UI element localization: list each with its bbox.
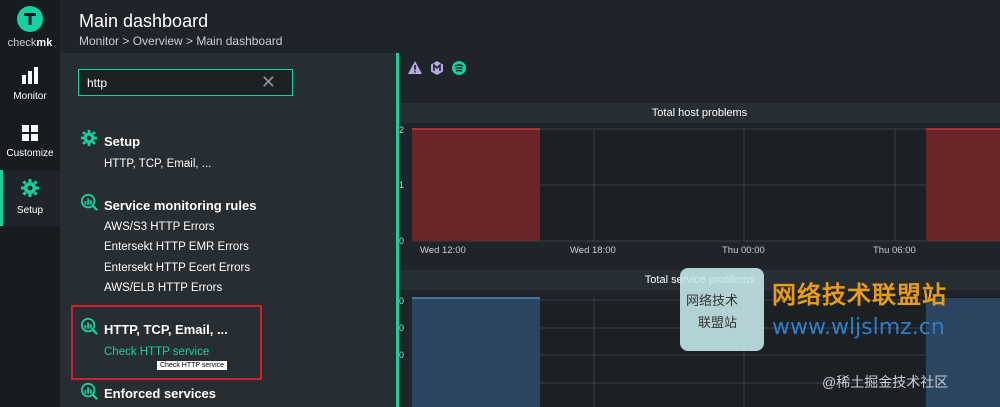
search-box: ✕ — [78, 69, 293, 96]
page-title: Main dashboard — [79, 11, 209, 31]
watermark-text: 联盟站 — [698, 315, 738, 330]
check-http-service-link[interactable]: Check HTTP service — [104, 346, 210, 358]
watermark-text: 网络技术 — [686, 293, 739, 308]
y-tick-label: 0 — [399, 296, 405, 306]
checkmk-logo[interactable]: checkmk — [0, 0, 60, 56]
watermark-credit: @稀土掘金技术社区 — [822, 374, 949, 390]
service-problem-area — [926, 298, 1000, 407]
grid-icon — [22, 125, 38, 141]
host-chart-svg — [412, 128, 1000, 242]
logo-icon — [17, 6, 43, 32]
y-tick-label: 0 — [399, 236, 405, 246]
nav-item-monitor[interactable]: Monitor — [0, 58, 60, 114]
tooltip: Check HTTP service — [157, 361, 228, 370]
x-tick-label: Thu 06:00 — [873, 245, 916, 256]
dashlet-header: Total host problems — [399, 103, 1000, 123]
result-item[interactable]: AWS/ELB HTTP Errors — [104, 282, 223, 294]
monitoring-rules-icon — [80, 382, 98, 400]
nav-label-customize: Customize — [6, 148, 54, 159]
result-item[interactable]: Entersekt HTTP Ecert Errors — [104, 262, 251, 274]
monitoring-rules-icon — [80, 317, 98, 335]
y-tick-label: 1 — [399, 180, 405, 190]
result-item[interactable]: HTTP, TCP, Email, ... — [104, 158, 212, 170]
x-tick-label: Wed 18:00 — [570, 245, 616, 256]
x-tick-label: Wed 12:00 — [420, 245, 466, 256]
result-item[interactable]: AWS/S3 HTTP Errors — [104, 221, 215, 233]
page-header: Main dashboard Monitor > Overview > Main… — [60, 0, 1000, 53]
breadcrumb[interactable]: Monitor > Overview > Main dashboard — [79, 34, 283, 48]
logo-text-bold: mk — [36, 37, 53, 49]
logo-text: check — [7, 37, 37, 49]
close-icon[interactable]: ✕ — [260, 72, 276, 92]
nav-item-customize[interactable]: Customize — [0, 115, 60, 171]
watermark-title: 网络技术联盟站 — [772, 282, 947, 309]
section-title-enforced: Enforced services — [104, 386, 217, 401]
y-tick-label: 2 — [399, 125, 405, 135]
problem-area-series — [926, 129, 1000, 241]
watermark-url: www.wljslmz.cn — [772, 315, 945, 340]
gear-icon — [80, 129, 98, 147]
panel-divider — [396, 53, 399, 407]
dashlet-title: Total host problems — [651, 107, 748, 119]
monitoring-rules-icon — [80, 193, 98, 211]
dashboard-toolbar — [399, 53, 1000, 83]
warning-icon[interactable] — [407, 60, 423, 76]
nav-item-setup[interactable]: Setup — [0, 170, 60, 226]
highlight-box — [71, 305, 262, 380]
y-tick-label: 0 — [399, 350, 405, 360]
dashboard: Total host problems 2 1 0 Wed 12:00 Wed … — [399, 53, 1000, 407]
gear-icon — [21, 179, 39, 197]
signal-icon[interactable] — [451, 60, 467, 76]
host-problems-chart: 2 1 0 Wed 12:00 Wed 18:00 Thu 00:00 Thu … — [399, 123, 1000, 263]
result-item[interactable]: Entersekt HTTP EMR Errors — [104, 241, 249, 253]
nav-label-setup: Setup — [16, 205, 44, 216]
section-title-http-tcp: HTTP, TCP, Email, ... — [104, 322, 228, 337]
setup-search-panel: ✕ Setup HTTP, TCP, Email, ... Service mo… — [60, 53, 396, 407]
search-input[interactable] — [87, 74, 257, 92]
section-title-setup: Setup — [104, 134, 141, 149]
hexagon-icon[interactable] — [429, 60, 445, 76]
watermark-logo: 网络技术 联盟站 — [680, 268, 764, 351]
problem-area-series — [412, 129, 540, 241]
x-tick-label: Thu 00:00 — [722, 245, 765, 256]
y-tick-label: 0 — [399, 323, 405, 333]
section-title-service-rules: Service monitoring rules — [104, 198, 257, 213]
service-problem-area — [412, 298, 540, 407]
main-nav: checkmk Monitor Customize — [0, 0, 60, 407]
bar-chart-icon — [22, 67, 38, 84]
nav-label-monitor: Monitor — [13, 91, 47, 102]
